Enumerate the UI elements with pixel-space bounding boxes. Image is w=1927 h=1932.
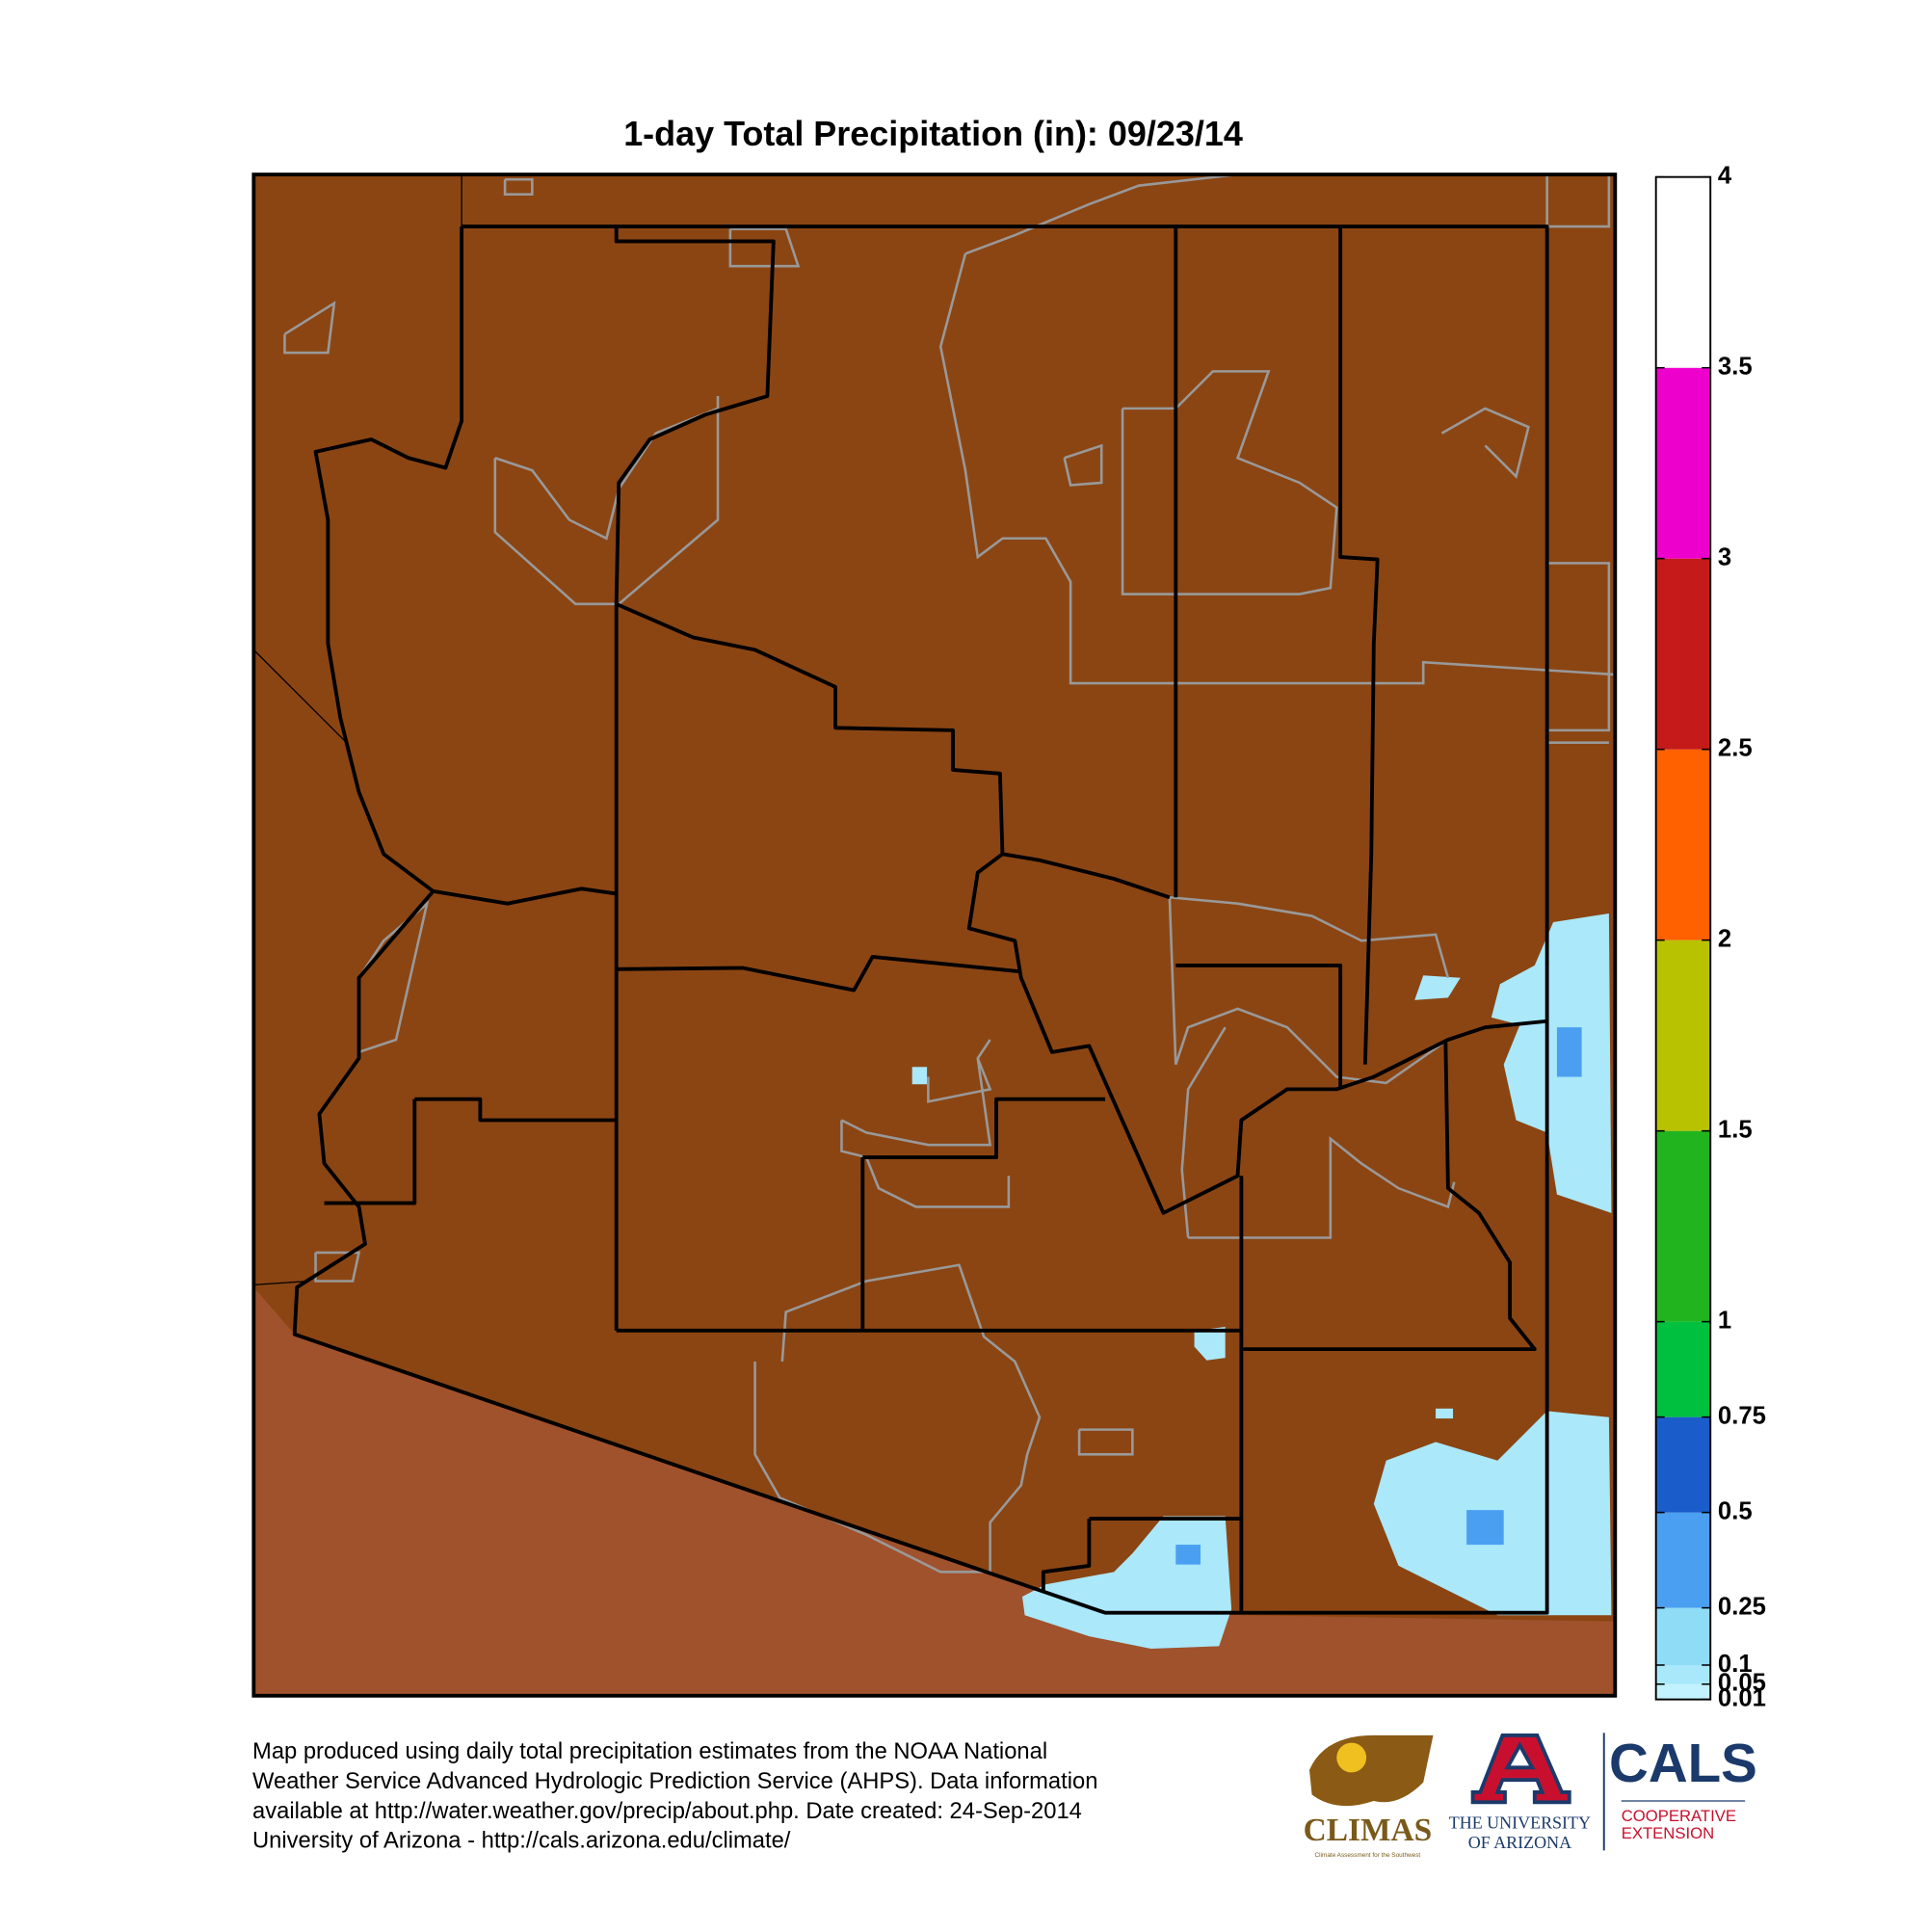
precip-area <box>911 1067 928 1085</box>
footer: Map produced using daily total precipita… <box>252 1738 1097 1853</box>
boundaries-state-edge <box>252 174 462 1285</box>
colorbar-tick-label: 0.25 <box>1718 1593 1766 1620</box>
precip-area <box>1556 1027 1582 1077</box>
colorbar-tick-label: 0.75 <box>1718 1402 1766 1429</box>
university-name: OF ARIZONA <box>1468 1833 1571 1852</box>
boundary <box>253 1280 310 1285</box>
map-panel <box>251 172 1618 1698</box>
precip-areas-heavy <box>1175 1027 1582 1565</box>
colorbar-tick-label: 4 <box>1718 162 1732 189</box>
boundary <box>614 226 776 604</box>
boundary <box>1041 1519 1092 1591</box>
boundary <box>1241 1039 1537 1352</box>
boundary <box>862 1097 1106 1159</box>
colorbar-tick-label: 1.5 <box>1718 1116 1753 1143</box>
climas-icon <box>1309 1734 1434 1807</box>
footer-line: University of Arizona - http://cals.ariz… <box>252 1828 791 1854</box>
climas-tagline: Climate Assessment for the Southwest <box>1315 1852 1421 1859</box>
colorbar-segment <box>1655 558 1711 750</box>
ua-logo <box>1470 1733 1571 1805</box>
map-title: 1-day Total Precipitation (in): 09/23/14 <box>623 114 1243 153</box>
precip-area <box>1175 1545 1201 1565</box>
boundary <box>1338 226 1380 1065</box>
precip-areas <box>911 913 1612 1649</box>
boundary <box>292 225 1549 1615</box>
footer-line: Weather Service Advanced Hydrologic Pred… <box>252 1768 1097 1794</box>
boundaries-county <box>292 225 1549 1615</box>
colorbar-tick-label: 1 <box>1718 1307 1731 1334</box>
boundary <box>324 1098 417 1205</box>
colorbar: 0.010.050.1 0.25 0.5 0.75 1 1.5 2 2.5 3 3.5 4 <box>1654 162 1766 1711</box>
colorbar-frame <box>1654 175 1712 1701</box>
boundary <box>1440 407 1530 480</box>
colorbar-tick-label: 0.05 <box>1718 1670 1766 1697</box>
colorbar-segment <box>1655 1512 1711 1608</box>
boundary <box>1002 852 1171 900</box>
boundary <box>1063 443 1103 487</box>
boundary <box>616 955 1021 992</box>
colorbar-segment <box>1655 1683 1711 1700</box>
boundary <box>615 602 1547 1215</box>
boundary <box>1077 1428 1134 1456</box>
climas-name: CLIMAS <box>1304 1813 1433 1848</box>
cals-name: CALS <box>1609 1733 1757 1793</box>
university-name: THE UNIVERSITY <box>1449 1813 1591 1833</box>
boundary <box>494 407 719 541</box>
cals-extension: COOPERATIVE <box>1622 1807 1736 1825</box>
colorbar-segment <box>1655 1416 1711 1513</box>
boundary <box>938 252 1616 685</box>
colorbar-tick-label: 0.01 <box>1718 1684 1766 1711</box>
colorbar-segment <box>1655 1665 1711 1684</box>
boundary <box>414 1097 617 1123</box>
colorbar-segment <box>1655 749 1711 940</box>
boundary <box>1175 964 1343 1090</box>
precip-area <box>1414 975 1461 1000</box>
colorbar-tick-label: 3.5 <box>1718 353 1753 380</box>
boundary <box>252 648 348 744</box>
colorbar-segment <box>1655 176 1711 368</box>
precip-area <box>1491 913 1612 1213</box>
precip-area <box>1194 1327 1226 1361</box>
boundary <box>840 1039 992 1147</box>
colorbar-tick-label: 2 <box>1718 925 1731 952</box>
boundary <box>728 227 801 268</box>
map-frame <box>251 172 1618 1698</box>
colorbar-tick-label: 0.5 <box>1718 1497 1753 1524</box>
precip-area <box>1466 1510 1504 1546</box>
boundary <box>503 177 534 196</box>
boundary <box>493 396 720 606</box>
boundary <box>964 172 1238 255</box>
colorbar-tick-label: 0.1 <box>1718 1651 1753 1678</box>
boundary <box>357 900 430 1054</box>
mexico <box>253 1286 1616 1696</box>
colorbar-segment <box>1655 940 1711 1131</box>
boundary <box>433 887 617 906</box>
precip-area <box>1436 1408 1454 1419</box>
colorbar-segment <box>1655 1607 1711 1666</box>
colorbar-tick-label: 3 <box>1718 543 1731 570</box>
boundaries-minor <box>283 172 1616 1574</box>
boundary <box>1545 174 1611 228</box>
footer-line: Map produced using daily total precipita… <box>252 1738 1047 1764</box>
footer-line: available at http://water.weather.gov/pr… <box>252 1798 1082 1824</box>
boundary <box>1169 895 1450 979</box>
boundary <box>1188 1136 1456 1239</box>
colorbar-segment <box>1655 367 1711 559</box>
boundary <box>840 1120 1011 1208</box>
logos: CLIMAS Climate Assessment for the Southw… <box>1304 1733 1757 1859</box>
colorbar-segment <box>1655 1130 1711 1322</box>
boundary <box>314 1251 361 1283</box>
cals-extension: EXTENSION <box>1622 1824 1714 1842</box>
boundary <box>1121 370 1338 595</box>
boundary <box>1546 562 1611 732</box>
climas-sun <box>1336 1742 1367 1773</box>
colorbar-segment <box>1655 1321 1711 1417</box>
boundary <box>283 301 336 355</box>
boundary <box>1168 897 1449 1085</box>
colorbar-tick-label: 2.5 <box>1718 734 1753 761</box>
